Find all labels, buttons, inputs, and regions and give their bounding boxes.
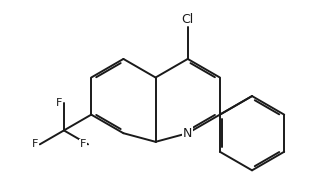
Text: N: N <box>183 127 192 140</box>
Text: Cl: Cl <box>181 13 194 26</box>
Text: F: F <box>31 139 38 149</box>
Text: F: F <box>80 139 86 149</box>
Text: F: F <box>56 98 62 107</box>
